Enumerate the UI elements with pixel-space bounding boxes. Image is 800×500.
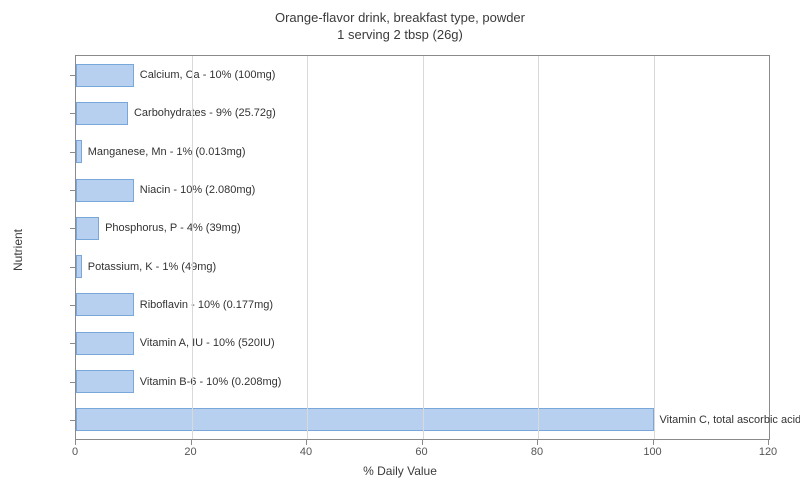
x-tick-mark (653, 440, 654, 445)
x-tick-mark (768, 440, 769, 445)
y-tick-mark (70, 305, 76, 306)
x-tick-label: 80 (531, 446, 543, 458)
bar-label: Niacin - 10% (2.080mg) (134, 179, 256, 202)
y-tick-mark (70, 190, 76, 191)
bar (76, 332, 134, 355)
bar-label: Potassium, K - 1% (49mg) (82, 255, 216, 278)
x-axis: 020406080100120 (75, 440, 770, 460)
grid-line (654, 56, 655, 439)
bar (76, 217, 99, 240)
bar (76, 408, 654, 431)
bar-label: Riboflavin - 10% (0.177mg) (134, 293, 273, 316)
y-tick-mark (70, 420, 76, 421)
chart-title-block: Orange-flavor drink, breakfast type, pow… (0, 10, 800, 44)
x-tick-mark (306, 440, 307, 445)
x-tick-label: 120 (759, 446, 777, 458)
x-tick-label: 60 (415, 446, 427, 458)
bar (76, 370, 134, 393)
y-tick-mark (70, 228, 76, 229)
x-tick-mark (422, 440, 423, 445)
grid-line (307, 56, 308, 439)
chart-container: Orange-flavor drink, breakfast type, pow… (0, 0, 800, 500)
bar-label: Vitamin A, IU - 10% (520IU) (134, 332, 275, 355)
y-tick-mark (70, 152, 76, 153)
bar-label: Vitamin C, total ascorbic acid - 100% (6… (654, 408, 800, 431)
bar-label: Manganese, Mn - 1% (0.013mg) (82, 140, 246, 163)
bar-label: Phosphorus, P - 4% (39mg) (99, 217, 241, 240)
grid-line (538, 56, 539, 439)
y-tick-mark (70, 382, 76, 383)
y-tick-mark (70, 113, 76, 114)
bar (76, 102, 128, 125)
bar (76, 179, 134, 202)
plot-area: Calcium, Ca - 10% (100mg) Carbohydrates -… (75, 55, 770, 440)
x-tick-mark (75, 440, 76, 445)
x-tick-mark (191, 440, 192, 445)
y-tick-mark (70, 267, 76, 268)
x-tick-label: 100 (643, 446, 661, 458)
chart-title-line1: Orange-flavor drink, breakfast type, pow… (0, 10, 800, 27)
bar-label: Vitamin B-6 - 10% (0.208mg) (134, 370, 282, 393)
x-tick-label: 20 (184, 446, 196, 458)
grid-line (192, 56, 193, 439)
bar-label: Calcium, Ca - 10% (100mg) (134, 64, 276, 87)
bar (76, 64, 134, 87)
x-tick-label: 0 (72, 446, 78, 458)
y-tick-mark (70, 75, 76, 76)
y-tick-mark (70, 343, 76, 344)
grid-line (423, 56, 424, 439)
bar-label: Carbohydrates - 9% (25.72g) (128, 102, 276, 125)
x-tick-label: 40 (300, 446, 312, 458)
chart-title-line2: 1 serving 2 tbsp (26g) (0, 27, 800, 44)
x-tick-mark (537, 440, 538, 445)
bar (76, 293, 134, 316)
y-axis-title: Nutrient (11, 229, 25, 271)
x-axis-title: % Daily Value (0, 464, 800, 478)
